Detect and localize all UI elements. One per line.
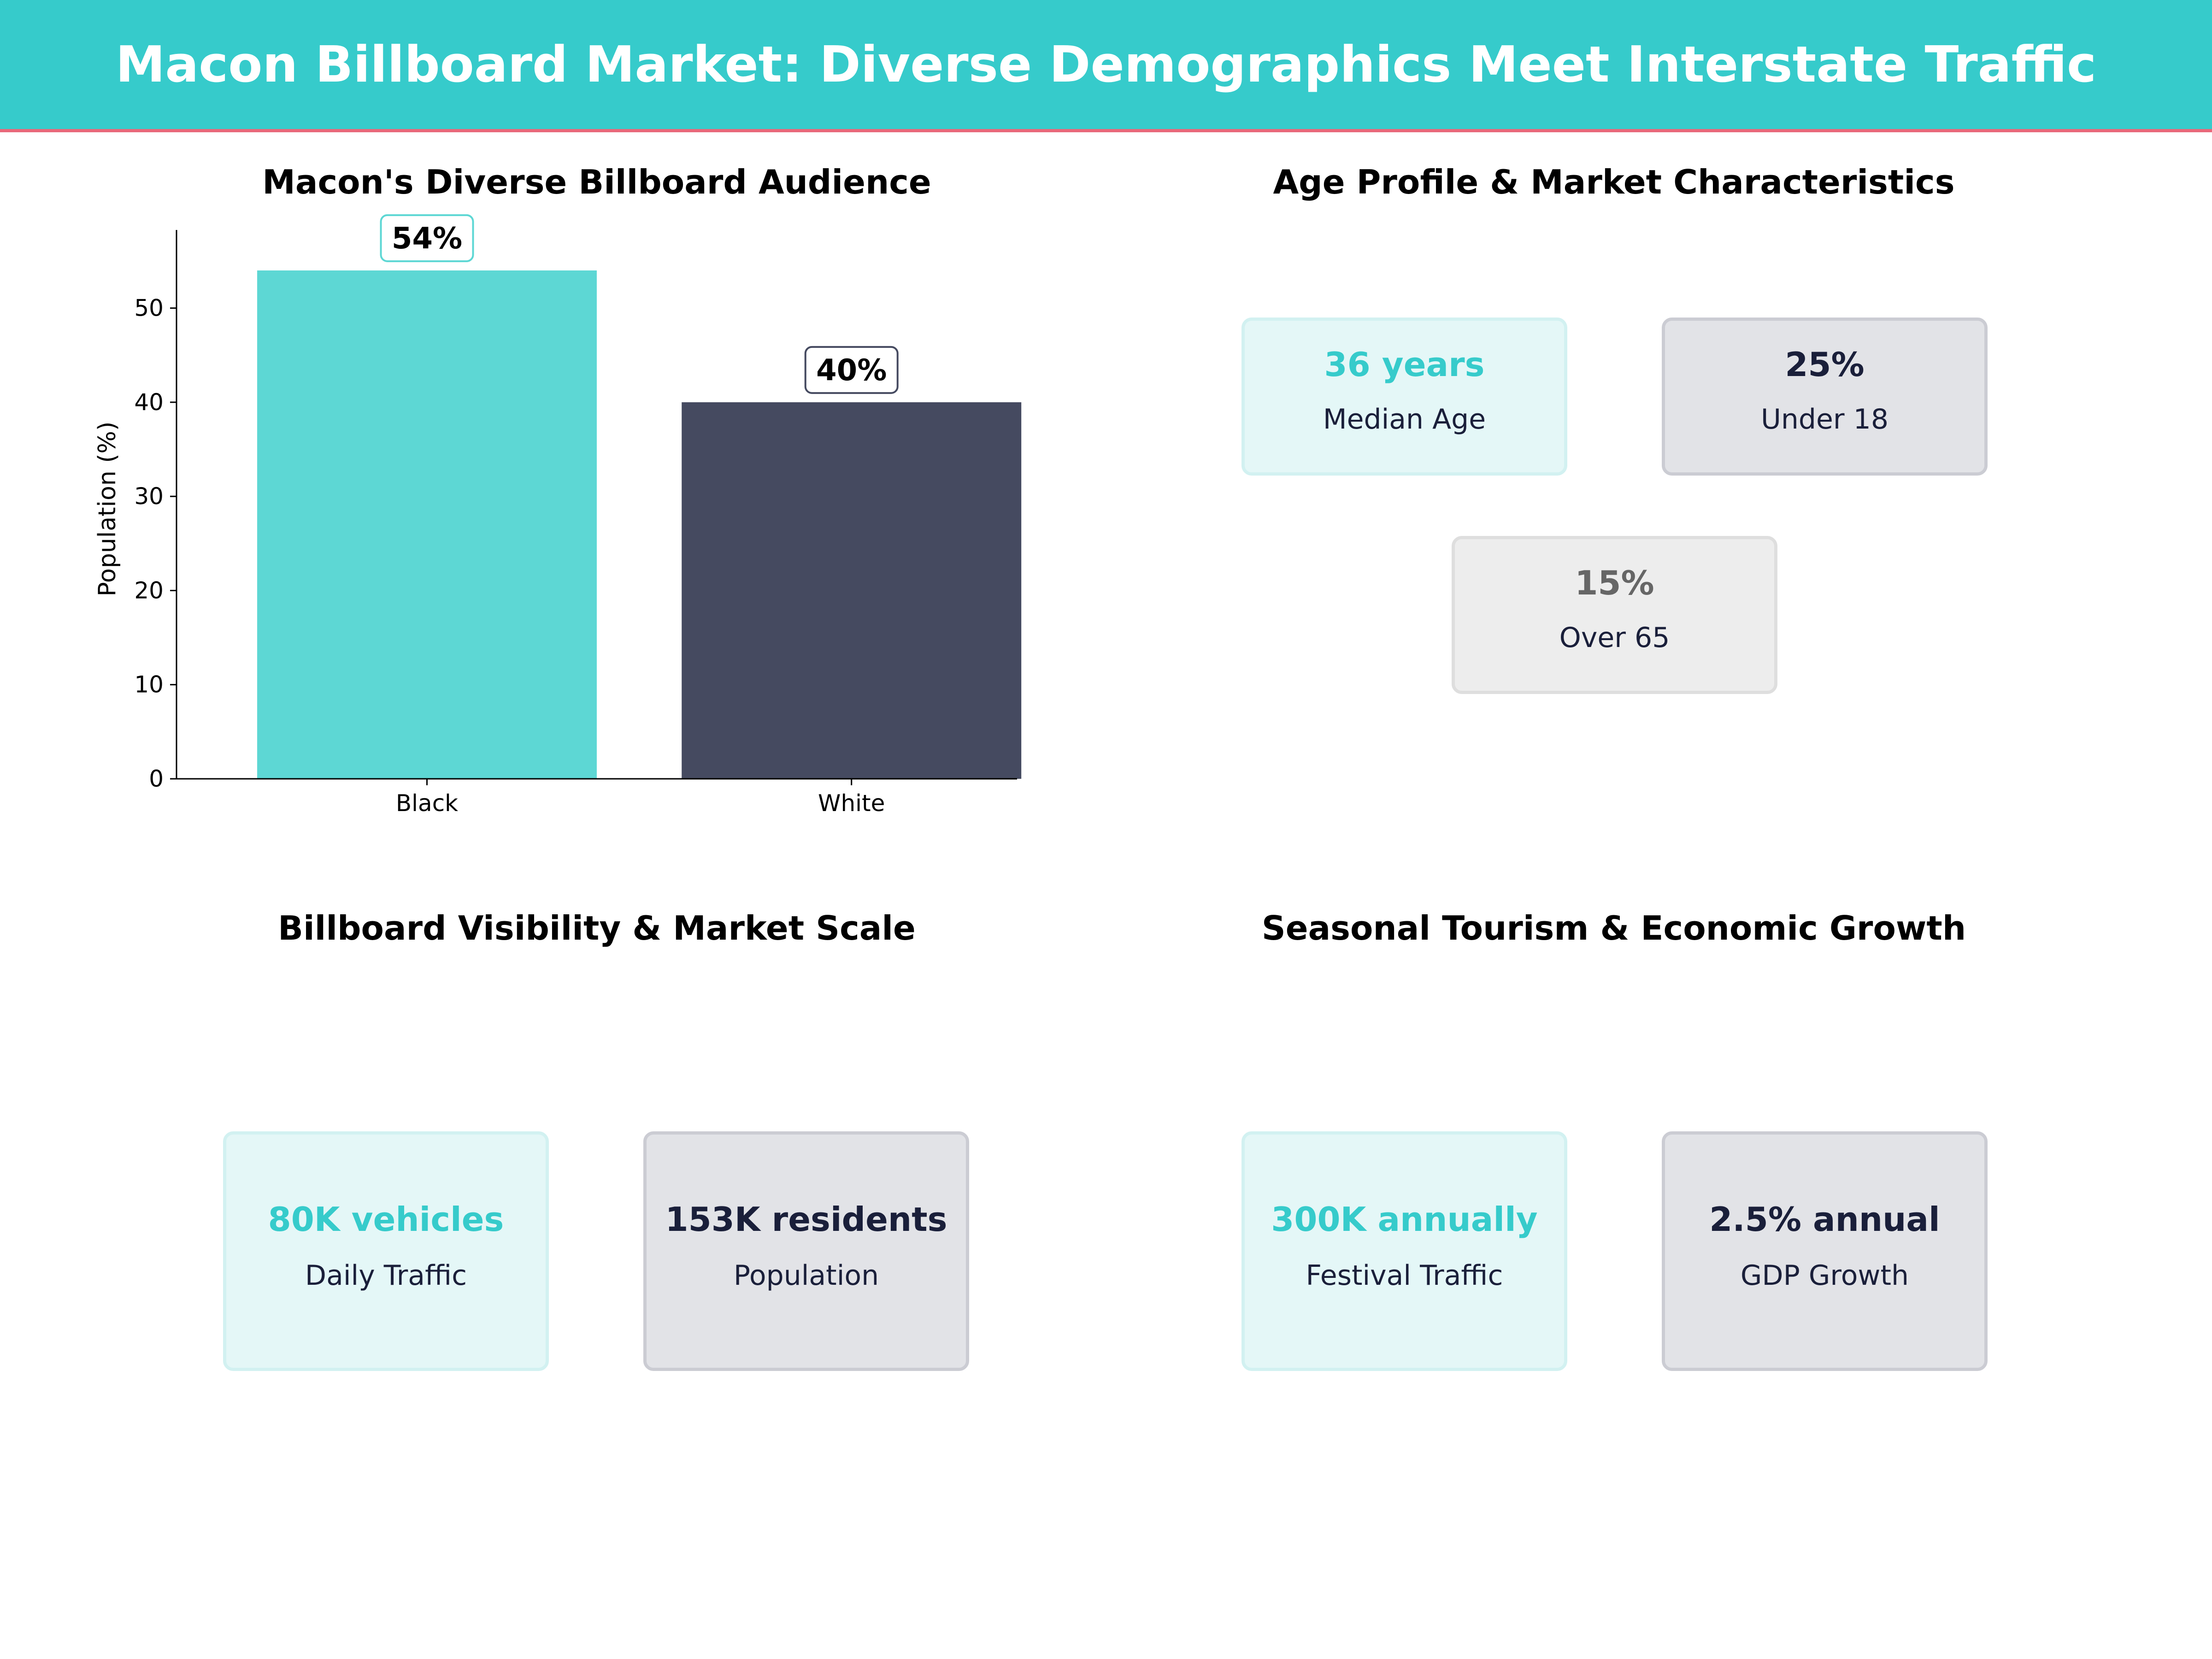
gdp-growth-card: 2.5% annual GDP Growth	[1662, 1131, 1988, 1371]
y-tick-label: 20	[134, 577, 164, 604]
data-label-box	[380, 214, 474, 262]
header-banner: Macon Billboard Market: Diverse Demograp…	[0, 0, 2212, 132]
daily-traffic-card: 80K vehicles Daily Traffic	[223, 1131, 549, 1371]
y-tick-label: 30	[134, 483, 164, 510]
card-value: 25%	[1785, 345, 1865, 384]
bar-white	[682, 402, 1022, 779]
under-18-card: 25% Under 18	[1662, 318, 1988, 476]
chart-title: Macon's Diverse Billboard Audience	[262, 163, 931, 201]
x-tick-label: Black	[396, 790, 458, 817]
page-title: Macon Billboard Market: Diverse Demograp…	[115, 35, 2097, 94]
median-age-card: 36 years Median Age	[1241, 318, 1567, 476]
card-value: 80K vehicles	[268, 1200, 504, 1239]
card-label: Festival Traffic	[1306, 1259, 1503, 1292]
data-label: 54%	[392, 222, 462, 256]
card-value: 153K residents	[665, 1200, 947, 1239]
data-label: 40%	[816, 353, 887, 388]
y-tick-label: 40	[134, 389, 164, 416]
data-label-box	[804, 346, 899, 394]
card-label: Over 65	[1559, 622, 1670, 654]
bar-black	[257, 270, 597, 779]
population-card: 153K residents Population	[643, 1131, 969, 1371]
card-label: GDP Growth	[1740, 1259, 1909, 1292]
tourism-panel-title: Seasonal Tourism & Economic Growth	[1261, 909, 1966, 947]
age-panel-title: Age Profile & Market Characteristics	[1273, 163, 1955, 201]
card-value: 300K annually	[1271, 1200, 1538, 1239]
y-tick-label: 0	[149, 765, 164, 792]
card-value: 2.5% annual	[1709, 1200, 1940, 1239]
card-label: Population	[733, 1259, 879, 1292]
card-label: Daily Traffic	[305, 1259, 467, 1292]
y-axis-label: Population (%)	[94, 422, 121, 597]
card-value: 36 years	[1324, 345, 1485, 384]
card-value: 15%	[1575, 564, 1654, 602]
visibility-panel-title: Billboard Visibility & Market Scale	[278, 909, 916, 947]
x-tick-label: White	[818, 790, 885, 817]
festival-traffic-card: 300K annually Festival Traffic	[1241, 1131, 1567, 1371]
over-65-card: 15% Over 65	[1452, 536, 1777, 694]
y-tick-label: 10	[134, 671, 164, 698]
card-label: Median Age	[1323, 403, 1486, 435]
card-label: Under 18	[1760, 403, 1889, 435]
y-tick-label: 50	[134, 295, 164, 322]
